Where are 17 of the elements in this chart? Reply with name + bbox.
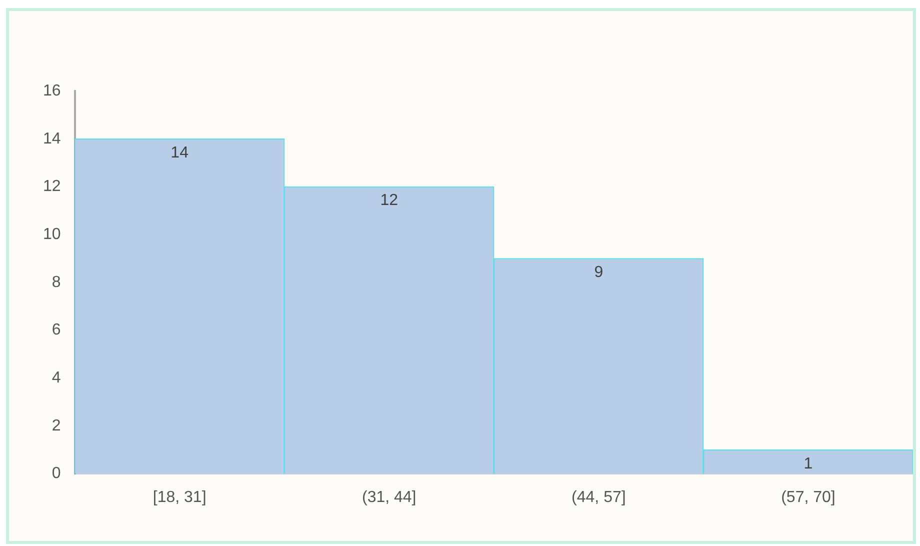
x-tick-label: [18, 31]	[152, 488, 206, 506]
y-tick-label: 16	[43, 82, 61, 100]
x-tick-label: (44, 57]	[572, 488, 626, 506]
y-tick-label: 2	[52, 417, 61, 434]
y-tick-label: 4	[52, 370, 61, 387]
data-label: 1	[804, 455, 813, 472]
data-label: 9	[594, 264, 604, 281]
x-tick-label: (57, 70]	[781, 488, 836, 506]
y-tick-label: 14	[43, 130, 61, 148]
y-tick-label: 0	[52, 465, 61, 482]
x-tick-label: (31, 44]	[362, 488, 416, 506]
data-label: 14	[170, 144, 189, 162]
y-tick-label: 10	[43, 226, 61, 243]
y-tick-label: 12	[43, 178, 61, 196]
y-tick-label: 8	[52, 274, 61, 291]
y-tick-label: 6	[52, 322, 61, 339]
data-label: 12	[380, 192, 398, 210]
